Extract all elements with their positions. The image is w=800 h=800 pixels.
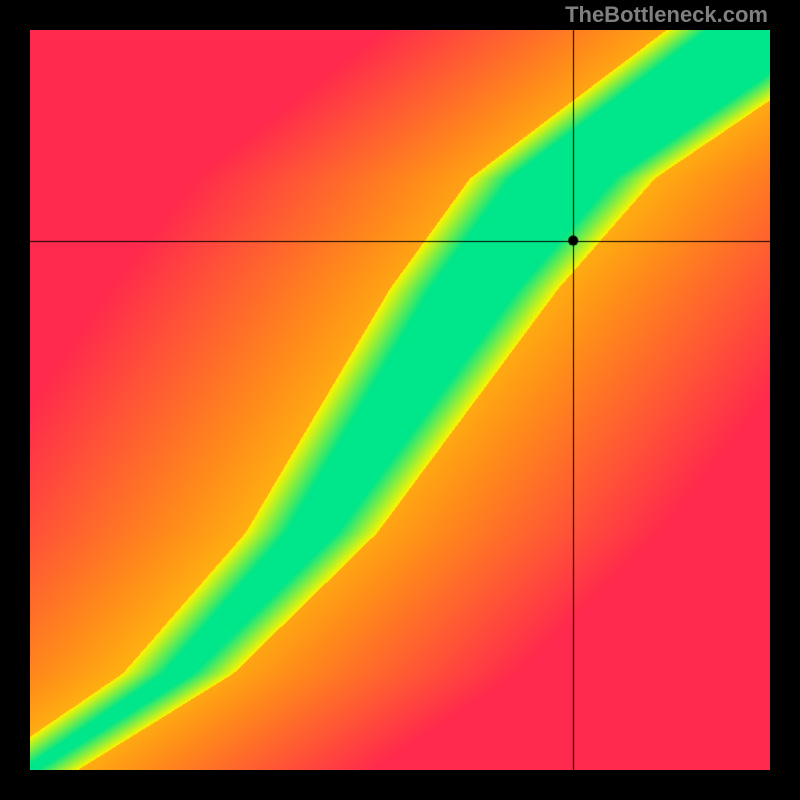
bottleneck-heatmap: [30, 30, 770, 770]
watermark-text: TheBottleneck.com: [565, 2, 768, 28]
